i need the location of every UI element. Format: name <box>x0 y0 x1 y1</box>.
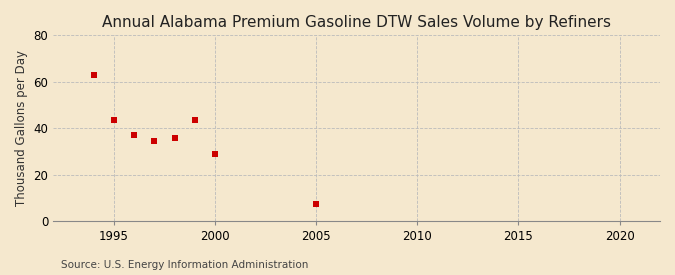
Title: Annual Alabama Premium Gasoline DTW Sales Volume by Refiners: Annual Alabama Premium Gasoline DTW Sale… <box>102 15 611 30</box>
Point <box>149 139 160 143</box>
Point <box>310 202 321 206</box>
Point <box>190 118 200 122</box>
Point <box>88 73 99 77</box>
Point <box>129 133 140 138</box>
Point <box>210 152 221 156</box>
Point <box>109 118 119 122</box>
Point <box>169 136 180 140</box>
Y-axis label: Thousand Gallons per Day: Thousand Gallons per Day <box>15 50 28 207</box>
Text: Source: U.S. Energy Information Administration: Source: U.S. Energy Information Administ… <box>61 260 308 270</box>
